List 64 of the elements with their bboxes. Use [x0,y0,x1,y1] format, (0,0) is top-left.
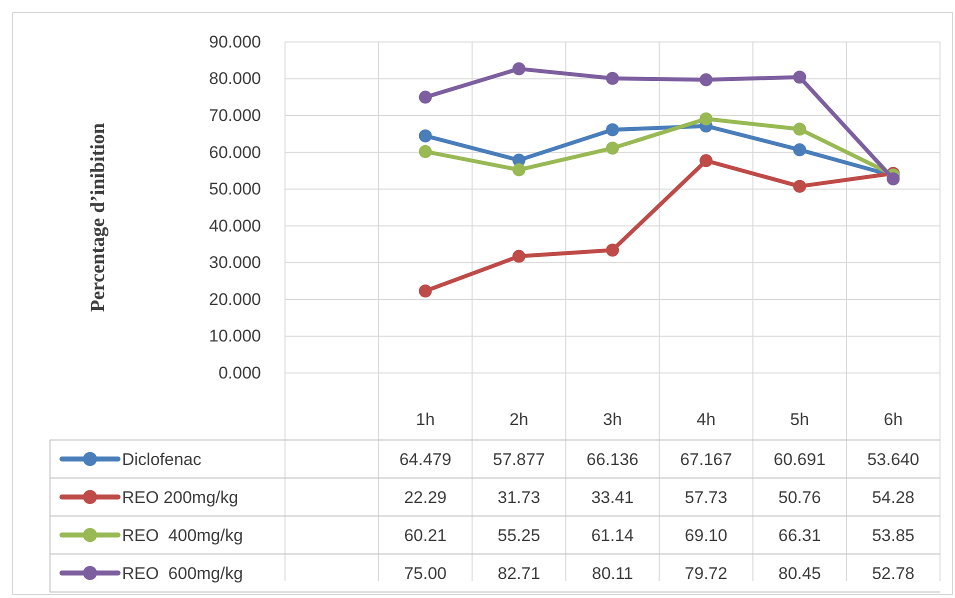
data-label: 33.41 [591,488,634,507]
point [700,154,713,168]
point [886,172,900,186]
point [793,143,806,156]
x-tick-label: 3h [603,410,622,429]
data-label: 79.72 [684,564,728,583]
point [700,112,713,126]
y-tick-label: 90.000 [209,32,261,52]
x-tick-label: 4h [696,410,716,429]
data-label: 53.640 [867,450,920,469]
point [793,180,806,193]
data-label: 57.877 [492,450,545,469]
y-tick-label: 40.000 [209,216,261,236]
data-label: 80.11 [592,564,634,583]
data-label: 60.21 [404,526,447,545]
point [700,73,713,86]
point [793,70,806,84]
point [418,284,432,298]
point [606,72,619,85]
data-label: 52.78 [872,564,914,583]
x-tick-label: 2h [509,410,528,429]
data-label: 66.31 [778,526,821,545]
y-tick-label: 10.000 [209,326,261,346]
y-tick-label: 30.000 [209,253,261,272]
data-label: 54.28 [872,488,914,507]
legend-label: REO 400mg/kg [122,526,243,545]
x-tick-label: 5h [790,410,810,429]
data-label: 50.76 [778,488,821,507]
point [793,122,806,136]
data-label: 57.73 [684,488,728,507]
y-axis-title: Percentage d’inibition [87,122,109,312]
point [512,250,526,263]
data-label: 80.45 [778,564,821,583]
x-tick-label: 1h [416,410,435,429]
data-label: 66.136 [586,450,638,469]
x-tick-label: 6h [884,410,903,429]
data-label: 55.25 [498,526,540,545]
y-tick-label: 50.000 [209,180,261,199]
data-label: 60.691 [774,450,826,469]
point [418,129,432,142]
point [418,90,432,104]
y-tick-label: 60.000 [209,142,261,162]
point [606,142,619,155]
data-label: 82.71 [498,564,540,583]
legend-label: Diclofenac [122,450,202,469]
point [606,123,619,136]
legend-label: REO 200mg/kg [122,488,238,507]
point [606,244,619,257]
point [512,62,526,76]
data-label: 61.14 [591,526,634,545]
y-tick-label: 20.000 [209,290,261,309]
data-label: 64.479 [399,450,452,469]
y-tick-label: 80.000 [209,69,261,88]
point [512,163,526,176]
legend-label: REO 600mg/kg [122,564,243,583]
data-label: 75.00 [404,564,447,583]
y-tick-label: 0.000 [218,363,261,382]
data-label: 67.167 [680,450,732,469]
data-label: 53.85 [872,526,914,545]
point [418,145,432,158]
data-label: 22.29 [404,488,447,507]
y-tick-label: 70.000 [209,106,261,125]
data-label: 69.10 [684,526,728,545]
data-label: 31.73 [498,488,540,507]
